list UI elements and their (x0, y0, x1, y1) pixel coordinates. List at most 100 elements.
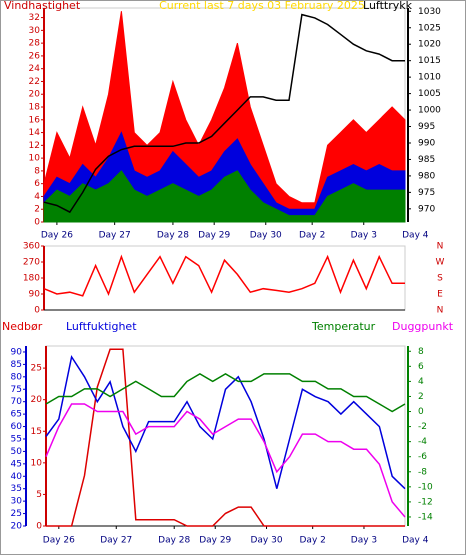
x-tick-label: Day 29 (198, 231, 230, 241)
y-tick-label: 40 (11, 472, 23, 482)
y2-tick-label: 1010 (418, 73, 441, 83)
line (43, 13, 405, 214)
y-tick-label: 30 (29, 26, 41, 36)
y2-tick-label: 1030 (418, 7, 441, 17)
y-tick-label: 16 (29, 115, 41, 125)
y-tick-label: 45 (11, 459, 22, 469)
header: Lufttrykk (363, 0, 413, 12)
y-tick-label: 30 (11, 497, 23, 507)
y-tick-label: 75 (11, 385, 22, 395)
y2-tick-label: 980 (418, 171, 435, 181)
y-tick-label: 60 (11, 422, 23, 432)
y-tick-label: 20 (11, 522, 23, 532)
y2-tick-label: N (437, 306, 444, 316)
line (46, 348, 405, 527)
y-tick-label: 8 (34, 166, 40, 176)
y-tick-label: 26 (29, 51, 41, 61)
y2-tick-label: -12 (418, 497, 433, 507)
y2-tick-label: S (437, 274, 443, 284)
y-tick-label: 50 (11, 447, 23, 457)
y3-tick-label: 10 (31, 458, 43, 468)
y3-tick-label: 0 (36, 522, 42, 532)
y-tick-label: 35 (11, 484, 22, 494)
y2-tick-label: 1015 (418, 56, 441, 66)
x-tick-label: Day 26 (41, 231, 73, 241)
y-tick-label: 90 (29, 290, 41, 300)
y2-tick-label: -10 (418, 482, 433, 492)
y2-tick-label: 970 (418, 204, 435, 214)
y-tick-label: 10 (29, 154, 41, 164)
y2-tick-label: 6 (418, 362, 424, 372)
y-tick-label: 4 (34, 192, 40, 202)
y2-tick-label: 975 (418, 188, 435, 198)
y-tick-label: 90 (11, 347, 23, 357)
x-tick-label: Day 4 (402, 231, 429, 241)
y-tick-label: 22 (29, 77, 40, 87)
y3-tick-label: 20 (31, 395, 43, 405)
header: Duggpunkt (392, 320, 454, 333)
x-tick-label: Day 2 (299, 231, 325, 241)
x-tick-label: Day 3 (351, 536, 377, 546)
y-tick-label: 20 (29, 90, 41, 100)
y2-tick-label: 1025 (418, 23, 441, 33)
y-tick-label: 70 (11, 397, 23, 407)
y3-tick-label: 25 (31, 364, 42, 374)
y-tick-label: 18 (29, 103, 41, 113)
y2-tick-label: 1005 (418, 89, 441, 99)
y-tick-label: 360 (23, 242, 40, 252)
y3-tick-label: 5 (36, 490, 42, 500)
x-tick-label: Day 28 (157, 231, 189, 241)
y2-tick-label: 8 (418, 347, 424, 357)
x-tick-label: Day 27 (100, 536, 132, 546)
y-tick-label: 24 (29, 64, 41, 74)
line (43, 254, 405, 297)
y-tick-label: 28 (29, 39, 41, 49)
area (43, 170, 406, 223)
line (45, 403, 406, 518)
line (45, 373, 406, 413)
x-tick-label: Day 29 (199, 536, 231, 546)
y-tick-label: 0 (34, 218, 40, 228)
x-tick-label: Day 27 (99, 231, 131, 241)
y-tick-label: 25 (11, 509, 22, 519)
y-tick-label: 270 (23, 258, 40, 268)
y2-tick-label: N (437, 242, 444, 252)
y-tick-label: 55 (11, 434, 22, 444)
y-tick-label: 85 (11, 360, 22, 370)
y3-tick-label: 15 (31, 427, 42, 437)
y2-tick-label: 990 (418, 138, 435, 148)
y-tick-label: 180 (23, 274, 40, 284)
y2-tick-label: 1000 (418, 106, 441, 116)
x-tick-label: Day 30 (250, 231, 282, 241)
y-tick-label: 14 (29, 128, 41, 138)
header: Current last 7 days 03 February 2025 (159, 0, 365, 12)
y2-tick-label: 2 (418, 392, 424, 402)
x-tick-label: Day 3 (351, 231, 377, 241)
y2-tick-label: 0 (418, 407, 424, 417)
y2-tick-label: 4 (418, 377, 424, 387)
line (45, 354, 406, 490)
y-tick-label: 65 (11, 410, 22, 420)
x-tick-label: Day 30 (250, 536, 282, 546)
y2-tick-label: 1020 (418, 40, 441, 50)
plot-area (45, 345, 406, 527)
header: Vindhastighet (4, 0, 81, 12)
y2-tick-label: -14 (418, 512, 433, 522)
y-tick-label: 0 (34, 306, 40, 316)
y2-tick-label: -8 (418, 467, 427, 477)
y2-tick-label: E (437, 290, 443, 300)
plot-area (43, 245, 406, 311)
header: Nedbør (2, 320, 43, 333)
y-tick-label: 32 (29, 13, 40, 23)
y2-tick-label: W (436, 258, 445, 268)
header: Luftfuktighet (66, 320, 137, 333)
x-tick-label: Day 26 (43, 536, 75, 546)
y2-tick-label: 985 (418, 155, 435, 165)
y2-tick-label: -6 (418, 452, 427, 462)
x-tick-label: Day 28 (158, 536, 190, 546)
x-tick-label: Day 2 (300, 536, 326, 546)
y-tick-label: 2 (34, 205, 40, 215)
header: Temperatur (311, 320, 376, 333)
y2-tick-label: -4 (418, 437, 427, 447)
